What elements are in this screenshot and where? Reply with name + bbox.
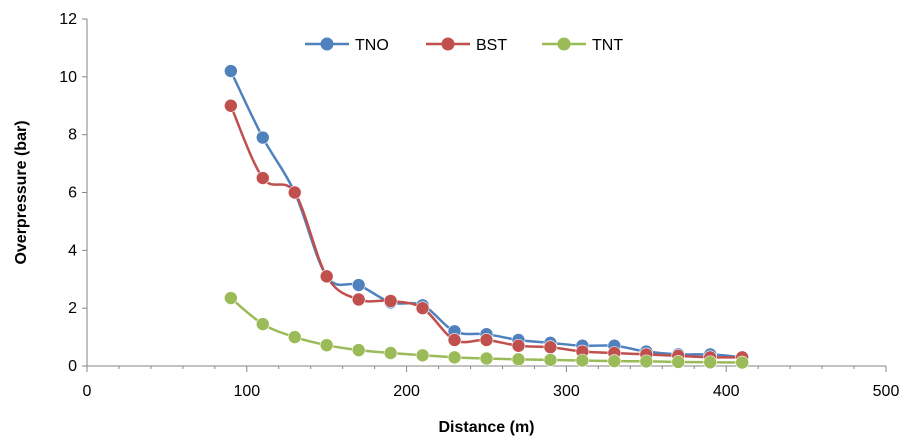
data-point-tno [351, 278, 366, 292]
data-point-tnt [575, 353, 590, 368]
y-tick-label: 8 [68, 127, 77, 144]
data-point-bst [447, 333, 462, 347]
y-tick-label: 2 [68, 300, 77, 317]
data-point-bst [511, 338, 526, 353]
data-point-tnt [479, 351, 494, 366]
legend-item-bst: BST [426, 37, 507, 54]
data-point-bst [479, 333, 494, 347]
data-point-bst [224, 98, 238, 113]
data-point-bst [543, 340, 558, 355]
series-tnt [224, 291, 749, 370]
y-tick-label: 0 [68, 358, 77, 375]
legend-item-tno: TNO [305, 37, 389, 54]
legend-label-tnt: TNT [592, 37, 623, 54]
legend-marker-tno [320, 37, 334, 51]
data-point-tno [224, 64, 238, 78]
x-tick-label: 0 [83, 383, 92, 400]
legend-label-bst: BST [476, 37, 507, 54]
legend-label-tno: TNO [355, 37, 389, 54]
data-point-tnt [671, 355, 686, 369]
data-point-tnt [703, 355, 718, 370]
legend-marker-bst [441, 37, 455, 51]
data-point-bst [255, 171, 270, 185]
data-point-tnt [383, 346, 398, 360]
x-tick-label: 100 [233, 383, 260, 400]
x-tick-label: 500 [873, 383, 900, 400]
y-tick-label: 12 [59, 11, 77, 28]
x-tick-label: 400 [713, 383, 740, 400]
series-line-tno [229, 70, 743, 359]
data-point-tnt [287, 330, 302, 344]
legend: TNO BST TNT [305, 37, 623, 54]
y-tick-label: 4 [68, 242, 77, 259]
legend-marker-tnt [557, 37, 571, 51]
data-point-tnt [415, 348, 430, 363]
legend-item-tnt: TNT [542, 37, 623, 54]
data-point-bst [319, 269, 334, 284]
data-point-bst [287, 185, 302, 200]
data-point-tnt [319, 338, 334, 352]
data-point-tnt [511, 352, 526, 367]
axes: 0 2 4 6 8 10 12 0 100 200 300 400 500 [59, 11, 899, 400]
data-point-tno [255, 130, 270, 145]
data-point-bst [415, 301, 430, 315]
series-layer [224, 64, 749, 370]
data-point-tnt [735, 355, 749, 370]
data-point-tnt [543, 353, 558, 367]
y-tick-label: 10 [59, 69, 77, 86]
data-point-tnt [447, 350, 462, 365]
x-axis-title: Distance (m) [438, 419, 534, 436]
x-tick-label: 300 [553, 383, 580, 400]
data-point-tnt [224, 291, 238, 305]
y-axis-title: Overpressure (bar) [13, 120, 30, 264]
y-tick-label: 6 [68, 185, 77, 202]
data-point-tnt [639, 354, 654, 369]
data-point-tnt [255, 317, 270, 331]
data-point-tnt [607, 354, 622, 368]
series-bst [224, 98, 749, 365]
x-tick-label: 200 [393, 383, 420, 400]
data-point-bst [351, 292, 366, 307]
data-point-bst [383, 294, 398, 308]
data-point-tnt [351, 343, 366, 357]
series-line-bst [229, 105, 743, 359]
